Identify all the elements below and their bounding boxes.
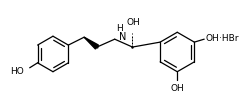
Polygon shape	[84, 37, 98, 49]
Text: H: H	[116, 24, 123, 33]
Text: ·HBr: ·HBr	[219, 34, 238, 43]
Text: N: N	[119, 32, 126, 42]
Text: HO: HO	[10, 67, 24, 76]
Text: OH: OH	[205, 34, 219, 43]
Text: OH: OH	[170, 84, 184, 93]
Text: OH: OH	[127, 18, 140, 27]
